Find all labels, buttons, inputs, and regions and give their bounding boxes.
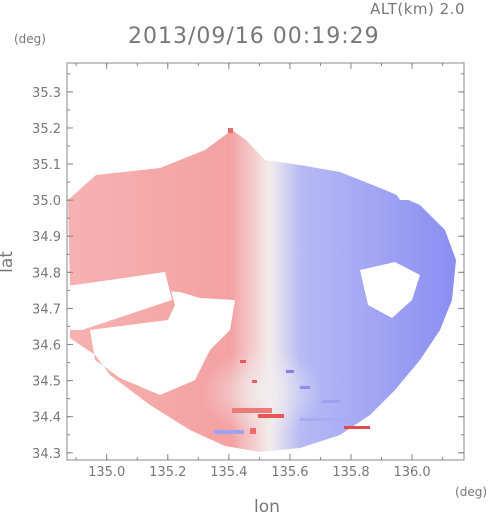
y-tick-label: 34.7 xyxy=(32,302,61,317)
y-tick-label: 35.2 xyxy=(32,122,61,137)
y-tick-label: 34.8 xyxy=(32,266,61,281)
chart-title-timestamp: 2013/09/16 00:19:29 xyxy=(128,24,380,49)
near-field-core xyxy=(202,348,322,436)
x-axis-label: lon xyxy=(254,497,280,517)
axis-ticks: 135.0 135.2 135.4 135.6 135.8 136.0 34.3 34.4 34… xyxy=(32,63,464,480)
y-axis-unit: (deg) xyxy=(14,32,46,46)
echo-gap xyxy=(68,272,172,330)
echo-gap xyxy=(172,300,232,350)
echo-gap xyxy=(360,63,464,200)
y-tick-label: 34.6 xyxy=(32,339,61,354)
y-tick-label: 35.0 xyxy=(32,194,61,209)
echo-gap xyxy=(67,63,232,190)
x-tick-label: 135.2 xyxy=(149,465,186,480)
echo-region-main xyxy=(68,130,456,452)
x-tick-label: 135.8 xyxy=(332,465,369,480)
radar-echo-field xyxy=(67,63,464,460)
y-tick-label: 35.3 xyxy=(32,86,61,101)
clutter-speckles xyxy=(214,128,370,434)
echo-gap xyxy=(400,330,464,460)
y-tick-label: 34.9 xyxy=(32,230,61,245)
y-tick-label: 34.4 xyxy=(32,411,61,426)
y-tick-label: 35.1 xyxy=(32,158,61,173)
x-tick-label: 135.0 xyxy=(88,465,125,480)
y-tick-label: 34.5 xyxy=(32,375,61,390)
y-tick-label: 34.3 xyxy=(32,447,61,462)
x-tick-label: 135.6 xyxy=(271,465,308,480)
echo-gap xyxy=(360,262,420,318)
x-axis-unit: (deg) xyxy=(455,485,487,499)
plot-frame xyxy=(66,62,465,461)
altitude-label: ALT(km) 2.0 xyxy=(370,0,465,18)
x-tick-label: 135.4 xyxy=(210,465,247,480)
x-tick-label: 136.0 xyxy=(393,465,430,480)
